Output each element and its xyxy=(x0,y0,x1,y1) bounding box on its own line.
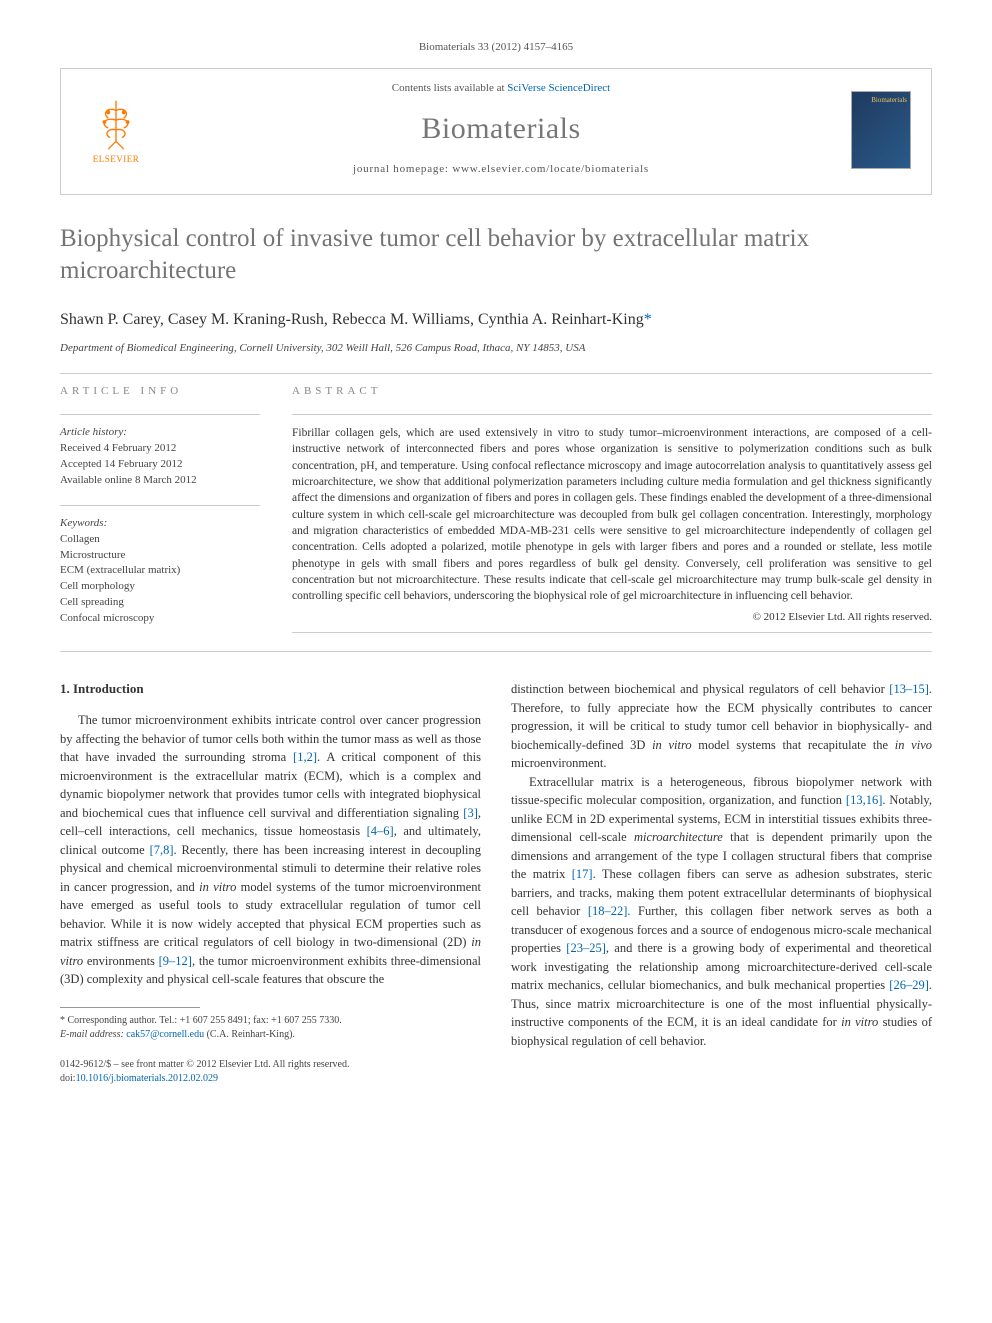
abstract-column: ABSTRACT Fibrillar collagen gels, which … xyxy=(292,384,932,643)
intro-para-1-left: The tumor microenvironment exhibits intr… xyxy=(60,711,481,989)
history-heading: Article history: xyxy=(60,425,260,441)
info-abstract-row: ARTICLE INFO Article history: Received 4… xyxy=(60,384,932,643)
authors-text: Shawn P. Carey, Casey M. Kraning-Rush, R… xyxy=(60,311,644,328)
italic-term: in vitro xyxy=(652,738,692,752)
affiliation: Department of Biomedical Engineering, Co… xyxy=(60,341,932,357)
divider xyxy=(60,373,932,374)
corr-fax: +1 607 255 7330. xyxy=(271,1015,342,1026)
publisher-name: ELSEVIER xyxy=(93,153,140,166)
ref-link[interactable]: [3] xyxy=(463,806,478,820)
italic-term: in vitro xyxy=(841,1015,878,1029)
keyword: Confocal microscopy xyxy=(60,611,260,627)
keywords-heading: Keywords: xyxy=(60,516,260,532)
email-label: E-mail address: xyxy=(60,1029,124,1040)
corr-label: * Corresponding author. Tel.: xyxy=(60,1015,180,1026)
text: microenvironment. xyxy=(511,756,606,770)
email-name: (C.A. Reinhart-King). xyxy=(204,1029,295,1040)
intro-para-1-right: distinction between biochemical and phys… xyxy=(511,680,932,773)
text: distinction between biochemical and phys… xyxy=(511,682,889,696)
corr-tel: +1 607 255 8491 xyxy=(180,1015,248,1026)
elsevier-tree-icon xyxy=(87,93,145,151)
email-link[interactable]: cak57@cornell.edu xyxy=(126,1029,204,1040)
history-accepted: Accepted 14 February 2012 xyxy=(60,457,260,473)
doi-label: doi: xyxy=(60,1073,76,1084)
italic-term: microarchitecture xyxy=(634,830,723,844)
journal-cover-thumbnail: Biomaterials xyxy=(851,91,911,169)
divider xyxy=(60,414,260,415)
divider xyxy=(292,632,932,633)
left-column: 1. Introduction The tumor microenvironme… xyxy=(60,680,481,1086)
keyword: Collagen xyxy=(60,532,260,548)
homepage-url[interactable]: www.elsevier.com/locate/biomaterials xyxy=(452,163,649,175)
publisher-logo-block: ELSEVIER xyxy=(81,93,151,166)
keywords-block: Keywords: Collagen Microstructure ECM (e… xyxy=(60,516,260,628)
article-info-column: ARTICLE INFO Article history: Received 4… xyxy=(60,384,260,643)
history-online: Available online 8 March 2012 xyxy=(60,473,260,489)
keyword: ECM (extracellular matrix) xyxy=(60,563,260,579)
right-column: distinction between biochemical and phys… xyxy=(511,680,932,1086)
abstract-copyright: © 2012 Elsevier Ltd. All rights reserved… xyxy=(292,610,932,626)
footnote-rule xyxy=(60,1007,200,1008)
corresponding-author-footnote: * Corresponding author. Tel.: +1 607 255… xyxy=(60,1014,481,1042)
contents-prefix: Contents lists available at xyxy=(392,82,507,94)
keyword: Cell spreading xyxy=(60,595,260,611)
header-center: Contents lists available at SciVerse Sci… xyxy=(151,81,851,178)
bottom-meta: 0142-9612/$ – see front matter © 2012 El… xyxy=(60,1058,481,1087)
ref-link[interactable]: [23–25] xyxy=(566,941,606,955)
article-info-label: ARTICLE INFO xyxy=(60,384,260,400)
homepage-prefix: journal homepage: xyxy=(353,163,452,175)
authors-line: Shawn P. Carey, Casey M. Kraning-Rush, R… xyxy=(60,308,932,331)
ref-link[interactable]: [18–22] xyxy=(588,904,628,918)
text: model systems that recapitulate the xyxy=(692,738,895,752)
ref-link[interactable]: [17] xyxy=(572,867,593,881)
ref-link[interactable]: [13–15] xyxy=(889,682,929,696)
divider xyxy=(292,414,932,415)
ref-link[interactable]: [9–12] xyxy=(159,954,192,968)
journal-name: Biomaterials xyxy=(151,107,851,151)
fax-label: ; fax: xyxy=(248,1015,271,1026)
issn-copyright-line: 0142-9612/$ – see front matter © 2012 El… xyxy=(60,1058,481,1073)
text: environments xyxy=(83,954,158,968)
abstract-text: Fibrillar collagen gels, which are used … xyxy=(292,425,932,605)
corresponding-author-mark: * xyxy=(644,311,652,328)
article-title: Biophysical control of invasive tumor ce… xyxy=(60,223,932,286)
sciverse-link[interactable]: SciVerse ScienceDirect xyxy=(507,82,610,94)
divider xyxy=(60,651,932,652)
ref-link[interactable]: [13,16] xyxy=(846,793,882,807)
keyword: Cell morphology xyxy=(60,579,260,595)
ref-link[interactable]: [1,2] xyxy=(293,750,317,764)
contents-available-line: Contents lists available at SciVerse Sci… xyxy=(151,81,851,97)
article-history-block: Article history: Received 4 February 201… xyxy=(60,425,260,489)
ref-link[interactable]: [7,8] xyxy=(150,843,174,857)
homepage-line: journal homepage: www.elsevier.com/locat… xyxy=(151,162,851,178)
body-two-column: 1. Introduction The tumor microenvironme… xyxy=(60,680,932,1086)
doi-link[interactable]: 10.1016/j.biomaterials.2012.02.029 xyxy=(76,1073,219,1084)
italic-term: in vitro xyxy=(199,880,236,894)
ref-link[interactable]: [4–6] xyxy=(367,824,394,838)
divider xyxy=(60,505,260,506)
history-received: Received 4 February 2012 xyxy=(60,441,260,457)
section-heading-introduction: 1. Introduction xyxy=(60,680,481,699)
intro-para-2: Extracellular matrix is a heterogeneous,… xyxy=(511,773,932,1051)
ref-link[interactable]: [26–29] xyxy=(889,978,929,992)
abstract-label: ABSTRACT xyxy=(292,384,932,400)
cover-label: Biomaterials xyxy=(871,95,907,105)
italic-term: in vivo xyxy=(895,738,932,752)
keyword: Microstructure xyxy=(60,548,260,564)
journal-header-box: ELSEVIER Contents lists available at Sci… xyxy=(60,68,932,195)
citation-header: Biomaterials 33 (2012) 4157–4165 xyxy=(60,40,932,56)
